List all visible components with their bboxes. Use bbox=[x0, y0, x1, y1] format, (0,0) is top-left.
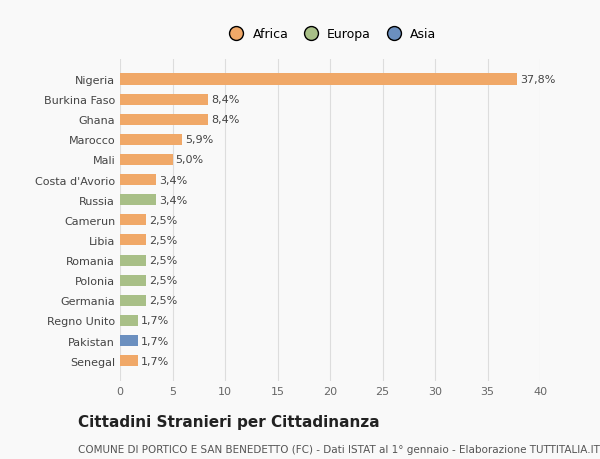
Bar bbox=[120, 174, 156, 186]
Text: 2,5%: 2,5% bbox=[149, 215, 178, 225]
Text: 1,7%: 1,7% bbox=[141, 336, 169, 346]
Bar bbox=[120, 215, 146, 226]
Text: 37,8%: 37,8% bbox=[520, 75, 556, 85]
Bar bbox=[120, 335, 138, 346]
Text: 8,4%: 8,4% bbox=[211, 95, 240, 105]
Legend: Africa, Europa, Asia: Africa, Europa, Asia bbox=[220, 24, 440, 45]
Bar bbox=[120, 355, 138, 366]
Bar bbox=[120, 155, 173, 166]
Text: Cittadini Stranieri per Cittadinanza: Cittadini Stranieri per Cittadinanza bbox=[78, 414, 380, 429]
Bar bbox=[120, 275, 146, 286]
Text: 2,5%: 2,5% bbox=[149, 275, 178, 285]
Text: 3,4%: 3,4% bbox=[159, 195, 187, 205]
Bar bbox=[120, 195, 156, 206]
Bar bbox=[120, 114, 208, 125]
Text: 2,5%: 2,5% bbox=[149, 256, 178, 265]
Bar bbox=[120, 315, 138, 326]
Text: 5,9%: 5,9% bbox=[185, 135, 214, 145]
Bar bbox=[120, 255, 146, 266]
Bar bbox=[120, 95, 208, 106]
Bar bbox=[120, 295, 146, 306]
Bar bbox=[120, 235, 146, 246]
Text: 3,4%: 3,4% bbox=[159, 175, 187, 185]
Text: 2,5%: 2,5% bbox=[149, 296, 178, 306]
Text: 1,7%: 1,7% bbox=[141, 316, 169, 326]
Text: 5,0%: 5,0% bbox=[176, 155, 204, 165]
Text: 8,4%: 8,4% bbox=[211, 115, 240, 125]
Text: COMUNE DI PORTICO E SAN BENEDETTO (FC) - Dati ISTAT al 1° gennaio - Elaborazione: COMUNE DI PORTICO E SAN BENEDETTO (FC) -… bbox=[78, 444, 600, 454]
Text: 1,7%: 1,7% bbox=[141, 356, 169, 366]
Bar bbox=[120, 134, 182, 146]
Text: 2,5%: 2,5% bbox=[149, 235, 178, 246]
Bar bbox=[120, 74, 517, 85]
